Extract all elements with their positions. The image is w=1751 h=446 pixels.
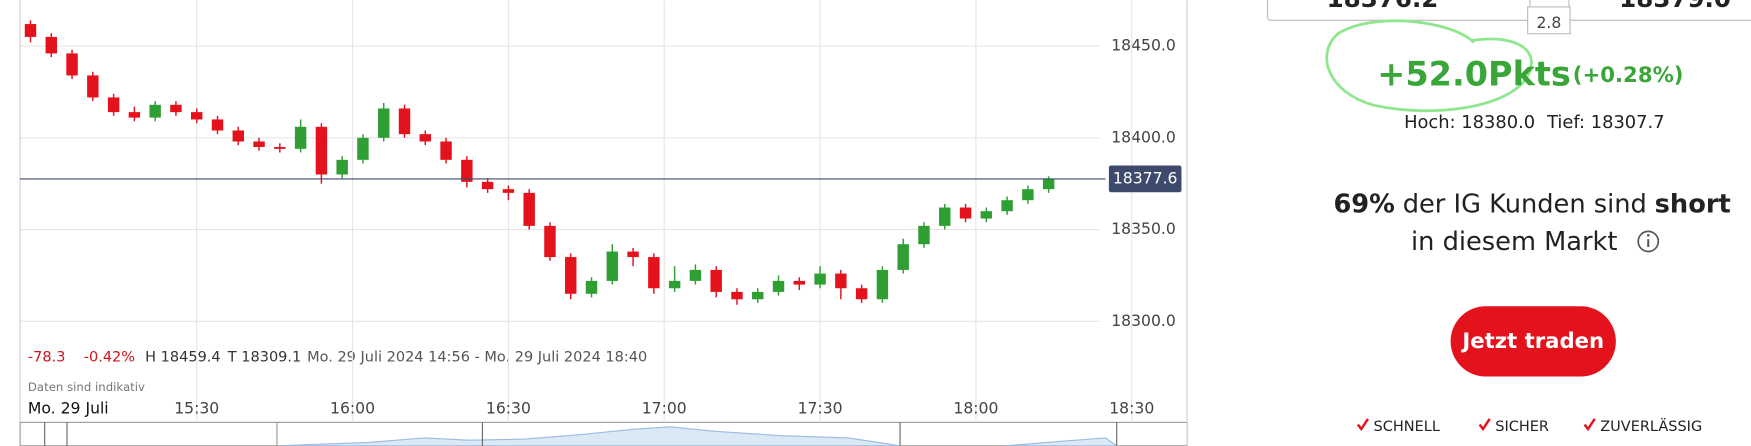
candle-body xyxy=(440,141,452,160)
candle-body xyxy=(357,137,369,160)
candle-body xyxy=(191,112,203,120)
navigator xyxy=(19,421,1188,446)
candle-body xyxy=(959,207,972,219)
check-icon xyxy=(1478,418,1491,432)
highlight-circle xyxy=(1325,19,1533,113)
candle-body xyxy=(398,108,411,135)
x-tick-label: 16:00 xyxy=(330,398,375,417)
sentiment-text: der IG Kunden sind xyxy=(1403,189,1647,219)
period-high: H 18459.4 xyxy=(145,350,220,366)
y-tick-label: 18400.0 xyxy=(1111,127,1176,146)
candle-body xyxy=(648,257,660,289)
period-low: T 18309.1 xyxy=(227,350,301,366)
candle-body xyxy=(502,189,515,193)
x-tick-label: 16:30 xyxy=(486,398,531,417)
candle-body xyxy=(855,288,868,300)
candle-body xyxy=(918,225,930,245)
candle-body xyxy=(585,280,598,294)
info-icon[interactable] xyxy=(1637,230,1660,253)
day-change-pct: (+0.28%) xyxy=(1573,63,1684,88)
note: Daten sind indikativ xyxy=(28,380,145,394)
candle-body xyxy=(710,269,722,292)
candle-body xyxy=(1022,189,1034,201)
candle-body xyxy=(378,108,390,138)
change: -78.3 xyxy=(28,350,66,366)
sentiment: 69% der IG Kunden sind short xyxy=(1333,189,1730,219)
feature: SCHNELL xyxy=(1374,419,1440,435)
candle-body xyxy=(980,211,993,219)
date-label: Mo. 29 Juli xyxy=(28,398,109,417)
candle-body xyxy=(835,273,847,289)
plot: 18300.0 18350.0 18400.0 18450.0 15:30 16:00 16… xyxy=(19,0,1182,423)
change-pct: -0.42% xyxy=(84,350,135,366)
candle-body xyxy=(66,53,78,76)
candle-body xyxy=(461,159,473,182)
quote-panel: 18376.2 18379.0 2.8 +52.0Pkts (+0.28%) H… xyxy=(1266,0,1751,435)
current-price-box xyxy=(1108,165,1182,193)
period-range: Mo. 29 Juli 2024 14:56 - Mo. 29 Juli 202… xyxy=(307,350,647,366)
candle-body xyxy=(419,134,432,142)
trade-button[interactable] xyxy=(1450,306,1616,377)
candle-body xyxy=(45,36,57,54)
candle-body xyxy=(294,126,307,149)
x-tick-label: 18:30 xyxy=(1109,398,1154,417)
candle-body xyxy=(627,251,639,258)
x-tick-label: 17:30 xyxy=(798,398,843,417)
candle-body xyxy=(1001,200,1013,212)
day-change: +52.0Pkts xyxy=(1377,55,1571,94)
day-high: Hoch: 18380.0 xyxy=(1404,112,1535,133)
x-tick-label: 17:00 xyxy=(642,398,687,417)
candle-body xyxy=(481,181,494,190)
candle-body xyxy=(939,207,951,226)
check-icon xyxy=(1356,418,1369,432)
sentiment-text-2: in diesem Markt xyxy=(1411,227,1618,257)
candle-body xyxy=(211,119,224,131)
candle-body xyxy=(315,126,328,175)
candle-body xyxy=(876,269,889,300)
bid: 18376.2 xyxy=(1327,0,1439,13)
sentiment-pct: 69% xyxy=(1333,189,1394,219)
candle-body xyxy=(336,159,348,175)
y-tick-label: 18450.0 xyxy=(1111,36,1176,55)
candle-body xyxy=(544,225,556,258)
candle-body xyxy=(87,75,99,98)
candle-body xyxy=(107,97,120,113)
x-tick-label: 15:30 xyxy=(174,398,219,417)
candle-body xyxy=(232,130,244,142)
candle-body xyxy=(668,280,681,289)
candle-body xyxy=(731,291,743,300)
y-tick-label: 18300.0 xyxy=(1111,311,1176,330)
candle-body xyxy=(128,112,141,118)
candle-body xyxy=(565,257,577,294)
check-icon xyxy=(1583,418,1596,432)
candle-body xyxy=(1042,178,1055,190)
trade-button-label[interactable]: Jetzt traden xyxy=(1460,329,1604,354)
candle-body xyxy=(274,146,286,149)
candle-body xyxy=(793,280,806,285)
candle-body xyxy=(253,141,265,147)
candle-body xyxy=(814,273,826,285)
feature: ZUVERLÄSSIG xyxy=(1600,417,1702,435)
spread: 2.8 xyxy=(1536,13,1561,32)
x-tick-label: 18:00 xyxy=(953,398,998,417)
sentiment-side: short xyxy=(1655,189,1731,219)
candle-body xyxy=(24,24,37,37)
current-price-label: 18377.6 xyxy=(1113,168,1178,187)
candle-body xyxy=(170,104,182,113)
candle-body xyxy=(606,251,619,281)
candle-body xyxy=(772,280,785,292)
candle-body xyxy=(523,192,535,226)
day-low: Tief: 18307.7 xyxy=(1546,112,1665,133)
candle-body xyxy=(897,244,909,270)
candle-body xyxy=(689,269,702,281)
candle-body xyxy=(149,104,161,118)
candle-body xyxy=(752,291,764,300)
ask: 18379.0 xyxy=(1619,0,1731,13)
feature: SICHER xyxy=(1495,419,1549,435)
y-tick-label: 18350.0 xyxy=(1111,219,1176,238)
